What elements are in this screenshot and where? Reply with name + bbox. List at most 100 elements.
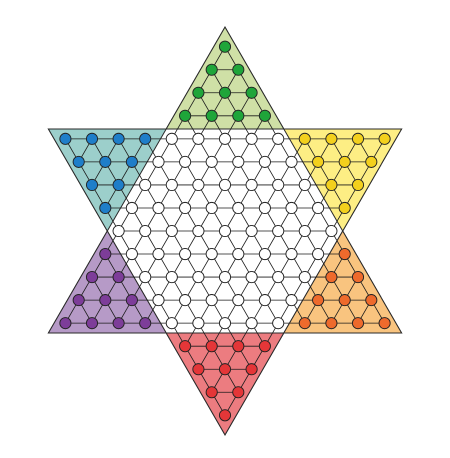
empty-hole[interactable] [218, 224, 232, 238]
peg-lower-left[interactable] [72, 294, 85, 307]
peg-bottom[interactable] [192, 363, 205, 376]
empty-hole[interactable] [232, 247, 245, 261]
empty-hole[interactable] [218, 132, 232, 145]
empty-hole[interactable] [152, 155, 165, 168]
peg-lower-left[interactable] [112, 271, 125, 284]
empty-hole[interactable] [258, 155, 271, 168]
peg-top[interactable] [232, 109, 245, 122]
empty-hole[interactable] [179, 247, 192, 261]
empty-hole[interactable] [205, 155, 218, 168]
peg-upper-left[interactable] [99, 201, 112, 215]
peg-top[interactable] [192, 86, 205, 99]
peg-top[interactable] [205, 63, 218, 76]
empty-hole[interactable] [258, 247, 271, 261]
peg-bottom[interactable] [232, 340, 245, 353]
peg-bottom[interactable] [258, 340, 271, 353]
empty-hole[interactable] [125, 201, 138, 215]
empty-hole[interactable] [272, 271, 285, 284]
peg-lower-left[interactable] [112, 317, 125, 330]
empty-hole[interactable] [298, 178, 311, 191]
peg-lower-left[interactable] [99, 294, 112, 307]
empty-hole[interactable] [152, 247, 165, 261]
empty-hole[interactable] [192, 178, 205, 191]
peg-upper-right[interactable] [365, 155, 378, 168]
empty-hole[interactable] [285, 155, 298, 168]
peg-top[interactable] [218, 40, 232, 53]
empty-hole[interactable] [285, 247, 298, 261]
peg-upper-right[interactable] [351, 132, 365, 145]
empty-hole[interactable] [165, 178, 178, 191]
empty-hole[interactable] [112, 224, 125, 238]
peg-lower-left[interactable] [99, 247, 112, 261]
peg-upper-left[interactable] [112, 132, 125, 145]
empty-hole[interactable] [325, 224, 338, 238]
empty-hole[interactable] [232, 155, 245, 168]
empty-hole[interactable] [272, 317, 285, 330]
peg-top[interactable] [205, 109, 218, 122]
empty-hole[interactable] [125, 247, 138, 261]
peg-lower-left[interactable] [59, 317, 72, 330]
peg-bottom[interactable] [218, 409, 232, 422]
peg-lower-left[interactable] [139, 317, 152, 330]
peg-lower-right[interactable] [351, 317, 365, 330]
peg-upper-right[interactable] [351, 178, 365, 191]
peg-lower-right[interactable] [298, 317, 311, 330]
empty-hole[interactable] [192, 224, 205, 238]
peg-upper-right[interactable] [312, 155, 325, 168]
empty-hole[interactable] [139, 178, 152, 191]
empty-hole[interactable] [218, 317, 232, 330]
peg-top[interactable] [245, 86, 258, 99]
peg-upper-right[interactable] [298, 132, 311, 145]
empty-hole[interactable] [312, 201, 325, 215]
empty-hole[interactable] [245, 271, 258, 284]
peg-top[interactable] [218, 86, 232, 99]
empty-hole[interactable] [139, 271, 152, 284]
empty-hole[interactable] [258, 294, 271, 307]
empty-hole[interactable] [179, 294, 192, 307]
empty-hole[interactable] [218, 178, 232, 191]
empty-hole[interactable] [179, 155, 192, 168]
empty-hole[interactable] [285, 201, 298, 215]
peg-bottom[interactable] [205, 340, 218, 353]
peg-upper-right[interactable] [325, 178, 338, 191]
peg-lower-left[interactable] [125, 294, 138, 307]
peg-upper-left[interactable] [112, 178, 125, 191]
empty-hole[interactable] [152, 201, 165, 215]
empty-hole[interactable] [245, 224, 258, 238]
empty-hole[interactable] [272, 132, 285, 145]
empty-hole[interactable] [165, 317, 178, 330]
empty-hole[interactable] [192, 132, 205, 145]
peg-upper-left[interactable] [139, 132, 152, 145]
peg-upper-right[interactable] [338, 155, 351, 168]
empty-hole[interactable] [245, 178, 258, 191]
peg-bottom[interactable] [218, 363, 232, 376]
peg-bottom[interactable] [205, 386, 218, 399]
peg-lower-right[interactable] [325, 317, 338, 330]
empty-hole[interactable] [245, 317, 258, 330]
empty-hole[interactable] [232, 294, 245, 307]
peg-upper-left[interactable] [99, 155, 112, 168]
empty-hole[interactable] [205, 201, 218, 215]
peg-top[interactable] [179, 109, 192, 122]
peg-bottom[interactable] [245, 363, 258, 376]
peg-lower-right[interactable] [338, 294, 351, 307]
peg-upper-left[interactable] [85, 178, 99, 191]
empty-hole[interactable] [192, 317, 205, 330]
empty-hole[interactable] [245, 132, 258, 145]
empty-hole[interactable] [285, 294, 298, 307]
empty-hole[interactable] [205, 247, 218, 261]
empty-hole[interactable] [272, 224, 285, 238]
peg-upper-left[interactable] [85, 132, 99, 145]
peg-lower-right[interactable] [351, 271, 365, 284]
peg-lower-right[interactable] [325, 271, 338, 284]
empty-hole[interactable] [298, 224, 311, 238]
empty-hole[interactable] [139, 224, 152, 238]
peg-lower-left[interactable] [85, 271, 99, 284]
peg-lower-left[interactable] [85, 317, 99, 330]
empty-hole[interactable] [258, 201, 271, 215]
empty-hole[interactable] [272, 178, 285, 191]
empty-hole[interactable] [312, 247, 325, 261]
peg-top[interactable] [232, 63, 245, 76]
empty-hole[interactable] [298, 271, 311, 284]
peg-upper-left[interactable] [72, 155, 85, 168]
